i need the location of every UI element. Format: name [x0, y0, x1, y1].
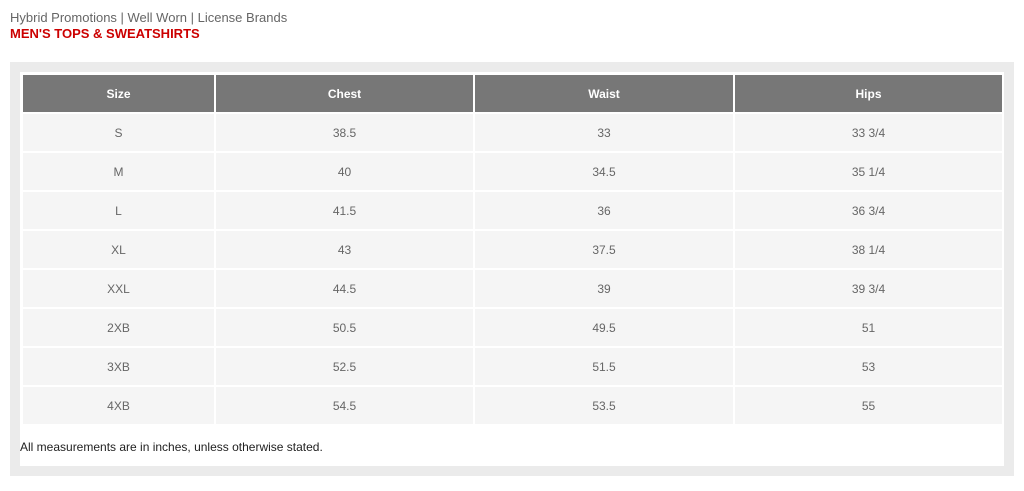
- page-title: MEN'S TOPS & SWEATSHIRTS: [10, 26, 200, 41]
- table-cell: 43: [216, 231, 473, 268]
- size-chart-container: Size Chest Waist Hips S 38.5 33 33 3/4 M 40 34.5 3…: [20, 72, 1004, 466]
- table-cell: 51.5: [475, 348, 733, 385]
- table-cell: S: [23, 114, 214, 151]
- table-cell: 4XB: [23, 387, 214, 424]
- table-cell: 50.5: [216, 309, 473, 346]
- table-header-row: Size Chest Waist Hips: [23, 75, 1002, 112]
- table-cell: 40: [216, 153, 473, 190]
- table-cell: 2XB: [23, 309, 214, 346]
- table-cell: 53: [735, 348, 1002, 385]
- table-row: 4XB 54.5 53.5 55: [23, 387, 1002, 424]
- table-cell: 49.5: [475, 309, 733, 346]
- table-cell: 53.5: [475, 387, 733, 424]
- table-cell: 52.5: [216, 348, 473, 385]
- table-cell: 55: [735, 387, 1002, 424]
- table-cell: 37.5: [475, 231, 733, 268]
- table-cell: L: [23, 192, 214, 229]
- table-cell: 41.5: [216, 192, 473, 229]
- table-cell: 33: [475, 114, 733, 151]
- table-row: XL 43 37.5 38 1/4: [23, 231, 1002, 268]
- column-header-chest: Chest: [216, 75, 473, 112]
- table-cell: 51: [735, 309, 1002, 346]
- table-cell: 39: [475, 270, 733, 307]
- table-cell: 34.5: [475, 153, 733, 190]
- column-header-hips: Hips: [735, 75, 1002, 112]
- table-cell: 3XB: [23, 348, 214, 385]
- table-row: XXL 44.5 39 39 3/4: [23, 270, 1002, 307]
- table-row: M 40 34.5 35 1/4: [23, 153, 1002, 190]
- size-chart-panel: Size Chest Waist Hips S 38.5 33 33 3/4 M 40 34.5 3…: [10, 62, 1014, 476]
- column-header-size: Size: [23, 75, 214, 112]
- column-header-waist: Waist: [475, 75, 733, 112]
- table-cell: 39 3/4: [735, 270, 1002, 307]
- table-cell: 35 1/4: [735, 153, 1002, 190]
- table-cell: XXL: [23, 270, 214, 307]
- table-cell: 36: [475, 192, 733, 229]
- table-row: S 38.5 33 33 3/4: [23, 114, 1002, 151]
- size-chart-table: Size Chest Waist Hips S 38.5 33 33 3/4 M 40 34.5 3…: [21, 73, 1004, 426]
- table-cell: 44.5: [216, 270, 473, 307]
- table-row: L 41.5 36 36 3/4: [23, 192, 1002, 229]
- table-row: 2XB 50.5 49.5 51: [23, 309, 1002, 346]
- table-cell: 38 1/4: [735, 231, 1002, 268]
- table-row: 3XB 52.5 51.5 53: [23, 348, 1002, 385]
- table-cell: 54.5: [216, 387, 473, 424]
- brand-line: Hybrid Promotions | Well Worn | License …: [10, 10, 288, 25]
- table-cell: 38.5: [216, 114, 473, 151]
- table-cell: XL: [23, 231, 214, 268]
- table-cell: 36 3/4: [735, 192, 1002, 229]
- measurement-note: All measurements are in inches, unless o…: [20, 440, 323, 454]
- table-cell: 33 3/4: [735, 114, 1002, 151]
- table-cell: M: [23, 153, 214, 190]
